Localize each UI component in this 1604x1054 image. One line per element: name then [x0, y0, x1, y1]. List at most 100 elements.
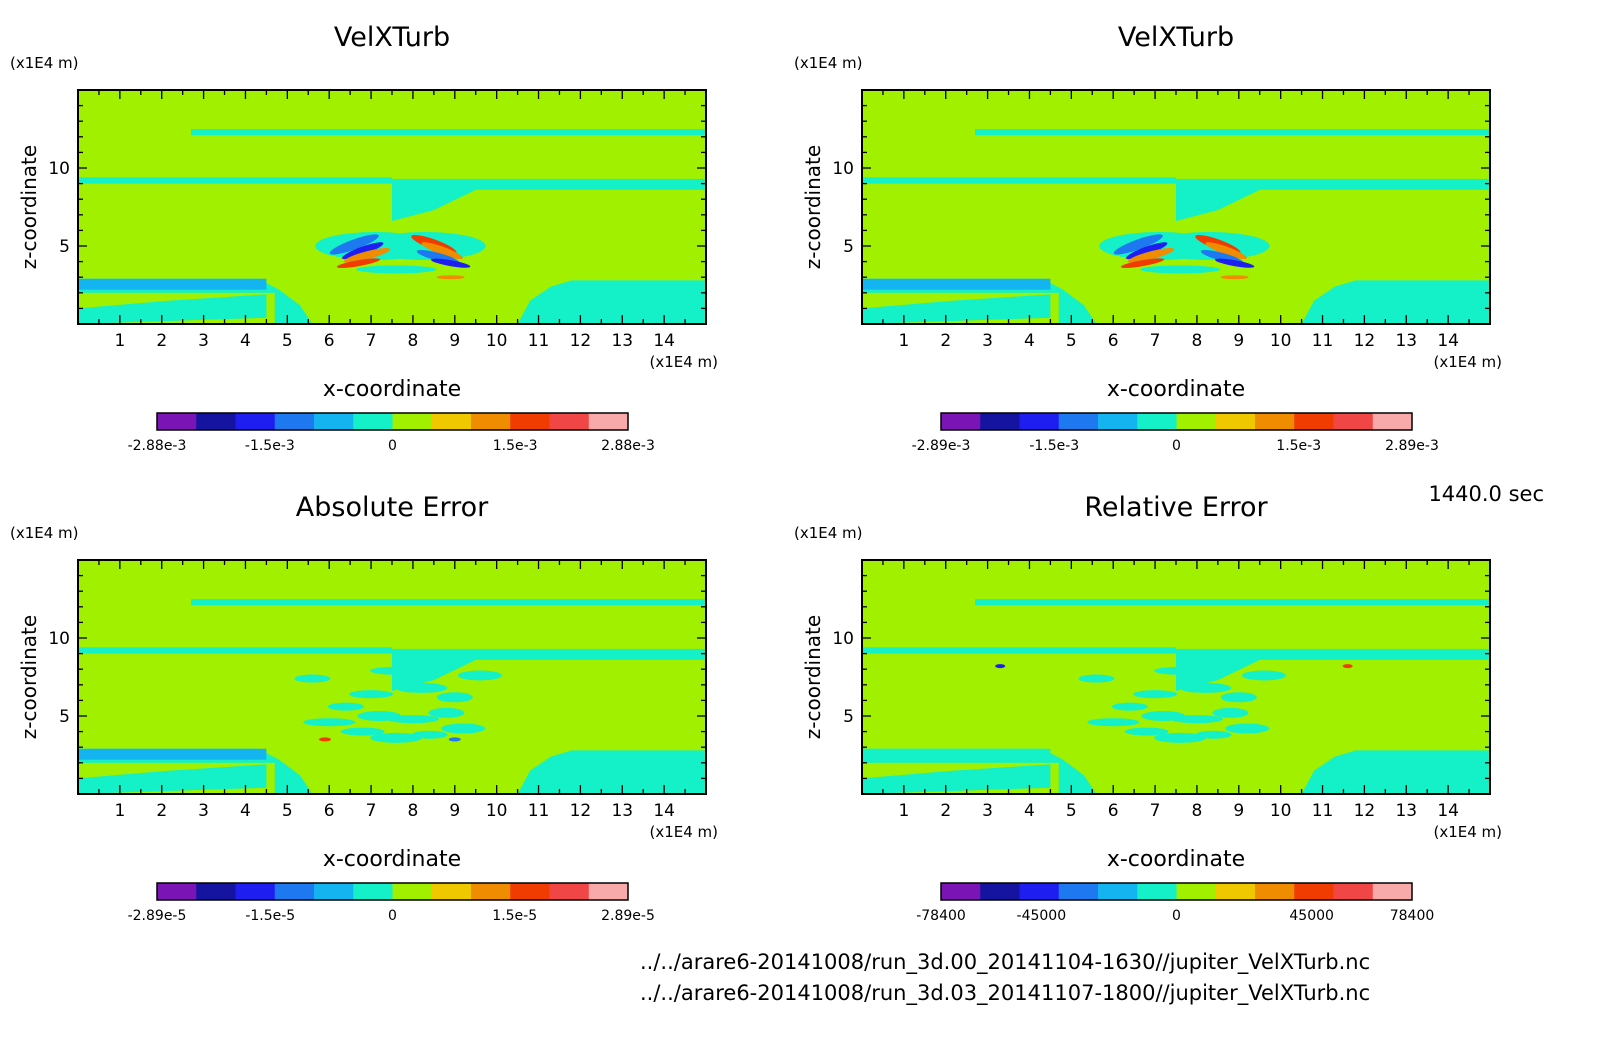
- x-axis-label: x-coordinate: [1107, 377, 1245, 402]
- x-tick-label: 6: [324, 801, 335, 821]
- y-tick-label: 10: [832, 159, 854, 179]
- y-axis-label: z-coordinate: [801, 145, 825, 269]
- vortex-left-core: [341, 242, 384, 260]
- colorbar-tick-label: -45000: [1017, 908, 1067, 924]
- error-patch-8: [1087, 718, 1140, 727]
- colorbar-tick-label: 78400: [1390, 908, 1435, 924]
- colorbar-swatch: [1137, 413, 1177, 430]
- heatmap-field: [862, 90, 1490, 324]
- band-mid-left: [78, 647, 392, 654]
- x-axis-label: x-coordinate: [323, 377, 461, 402]
- error-patch-7: [1225, 723, 1270, 734]
- colorbar-tick-label: -1.5e-5: [245, 908, 295, 924]
- band-lower-left: [78, 748, 267, 760]
- vortex-right-orange: [1205, 242, 1247, 260]
- band-center-wedge: [1176, 189, 1260, 222]
- error-patch-4: [340, 727, 385, 736]
- error-patch-10: [349, 690, 394, 699]
- panel-1: VelXTurb(x1E4 m)1 2 3 4 5 6 7 8 9 10 11 12 13 14(x1E4…: [10, 22, 718, 454]
- x-tick-label: 11: [1312, 331, 1334, 351]
- x-axis-label: x-coordinate: [1107, 847, 1245, 872]
- x-tick-label: 14: [1437, 801, 1459, 821]
- error-patch-2: [386, 715, 439, 724]
- band-mid-right: [392, 178, 706, 190]
- colorbar-tick-label: 0: [388, 438, 397, 454]
- x-tick-label: 5: [1066, 801, 1077, 821]
- colorbar-swatch: [274, 413, 315, 430]
- x-tick-label: 14: [1437, 331, 1459, 351]
- vortex-lower-cyan: [1140, 265, 1221, 274]
- colorbar: -2.89e-5 -1.5e-5 0 1.5e-5 2.89e-5: [128, 882, 655, 924]
- error-patch-13: [1241, 670, 1286, 681]
- x-tick-label: 7: [366, 801, 377, 821]
- colorbar-swatch: [1019, 883, 1060, 900]
- error-patch-7: [441, 723, 486, 734]
- colorbar-tick-label: 0: [1172, 438, 1181, 454]
- colorbar-swatch: [314, 883, 354, 900]
- band-mid-left: [862, 177, 1176, 184]
- error-patch-3: [1212, 707, 1249, 718]
- x-tick-label: 14: [653, 331, 675, 351]
- colorbar-swatch: [1294, 413, 1334, 430]
- colorbar-swatch: [157, 413, 197, 430]
- colorbar-swatch: [1176, 413, 1217, 430]
- error-spot-right: [448, 737, 461, 742]
- colorbar-swatch: [1176, 883, 1217, 900]
- colorbar-swatch: [549, 413, 590, 430]
- x-tick-label: 13: [611, 331, 633, 351]
- colorbar-tick-label: 1.5e-5: [492, 908, 537, 924]
- x-unit-label: (x1E4 m): [1433, 353, 1502, 371]
- error-spot-right: [1342, 664, 1353, 669]
- colorbar: -2.89e-3 -1.5e-3 0 1.5e-3 2.89e-3: [912, 412, 1439, 454]
- chart-title: Absolute Error: [296, 492, 489, 523]
- plume-right: [517, 750, 706, 794]
- colorbar-swatch: [549, 883, 590, 900]
- x-tick-label: 14: [653, 801, 675, 821]
- colorbar-swatch: [196, 883, 236, 900]
- colorbar-swatch: [510, 883, 550, 900]
- y-tick-label: 10: [48, 159, 70, 179]
- colorbar-swatch: [980, 883, 1020, 900]
- colorbar-swatch: [314, 413, 354, 430]
- colorbar-swatch: [1294, 883, 1334, 900]
- error-patch-3: [428, 707, 465, 718]
- plume-right: [1301, 280, 1490, 324]
- colorbar-swatch: [1333, 413, 1374, 430]
- band-upper: [191, 599, 706, 606]
- x-tick-label: 1: [898, 331, 909, 351]
- vortex-left-red: [336, 258, 381, 268]
- error-spot-left: [995, 664, 1006, 669]
- vortex-lower-orange: [436, 275, 465, 280]
- colorbar-swatch: [1255, 413, 1295, 430]
- colorbar-swatch: [1255, 883, 1295, 900]
- colorbar-frame: [940, 882, 1413, 901]
- colorbar-swatch: [1372, 413, 1413, 430]
- band-upper: [191, 129, 706, 136]
- y-tick-label: 5: [843, 707, 854, 727]
- vortex-left-blue: [329, 234, 379, 255]
- lower-left-cyan: [862, 764, 1051, 794]
- x-tick-label: 9: [1233, 331, 1244, 351]
- colorbar-swatch: [588, 883, 629, 900]
- colorbar-swatch: [1215, 413, 1256, 430]
- band-upper: [975, 599, 1490, 606]
- panel-2: VelXTurb(x1E4 m)1 2 3 4 5 6 7 8 9 10 11 12 13 14(x1E4…: [794, 22, 1502, 454]
- colorbar-swatch: [1333, 883, 1374, 900]
- colorbar-swatch: [1137, 883, 1177, 900]
- vortex-lower-cyan: [356, 265, 437, 274]
- colorbar-tick-label: 0: [1172, 908, 1181, 924]
- colorbar-swatch: [235, 413, 276, 430]
- x-tick-label: 8: [408, 331, 419, 351]
- x-tick-label: 10: [486, 801, 508, 821]
- colorbar-swatch: [980, 413, 1020, 430]
- colorbar-swatch: [431, 883, 472, 900]
- band-center-wedge: [392, 189, 476, 222]
- x-tick-label: 12: [1354, 331, 1376, 351]
- band-upper: [975, 129, 1490, 136]
- x-tick-label: 7: [366, 331, 377, 351]
- y-tick-label: 10: [832, 629, 854, 649]
- colorbar-tick-label: 2.89e-5: [601, 908, 655, 924]
- colorbar-swatch: [1098, 413, 1138, 430]
- chart-title: VelXTurb: [1118, 22, 1234, 53]
- error-patch-9: [1220, 692, 1257, 703]
